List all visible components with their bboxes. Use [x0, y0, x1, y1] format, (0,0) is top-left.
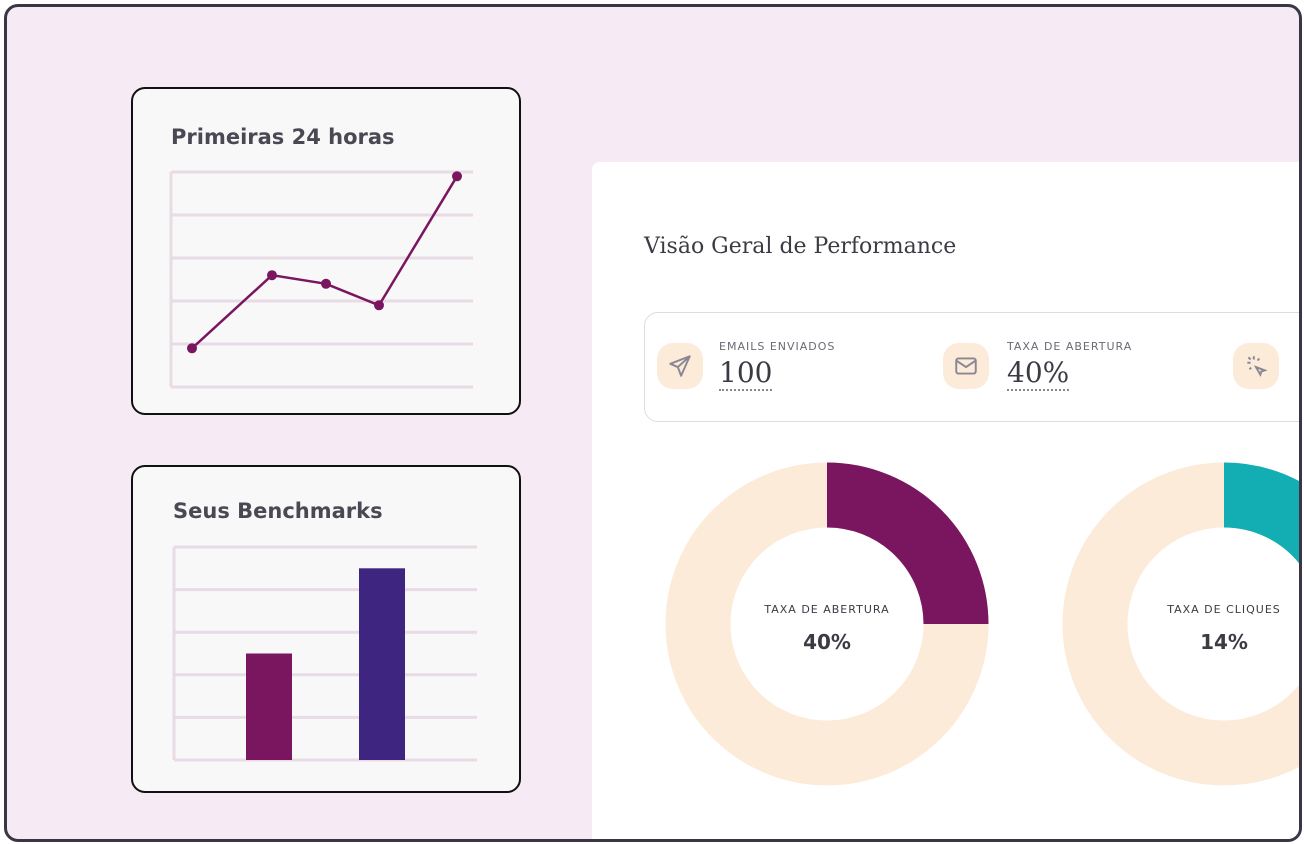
- bar-chart-title: Seus Benchmarks: [173, 499, 383, 523]
- data-point: [267, 270, 277, 281]
- donut-open-rate-value: 40%: [803, 630, 851, 654]
- donut-charts: [665, 462, 1299, 786]
- series-line: [191, 175, 459, 350]
- data-point: [321, 278, 331, 289]
- mail-icon: [943, 343, 989, 389]
- bar-chart-card: Seus Benchmarks: [131, 465, 521, 793]
- performance-panel: Visão Geral de Performance EMAILS ENVIAD…: [592, 162, 1299, 839]
- data-point: [452, 171, 462, 182]
- bar: [359, 568, 405, 760]
- stat-value[interactable]: 40%: [1007, 356, 1070, 391]
- frame: Primeiras 24 horas Seus Benchmarks Visão…: [4, 4, 1302, 842]
- data-point: [187, 343, 197, 354]
- line-chart-card: Primeiras 24 horas: [131, 87, 521, 415]
- donut-open-rate-label: TAXA DE ABERTURA: [764, 603, 890, 616]
- line-chart: [169, 170, 473, 389]
- bar: [246, 653, 292, 760]
- stats-bar: EMAILS ENVIADOS 100 TAXA DE ABERTURA 40%: [644, 312, 1299, 422]
- donut-arc: [826, 462, 989, 625]
- stat-label: TAXA DE ABERTURA: [1007, 340, 1133, 353]
- line-chart-title: Primeiras 24 horas: [171, 125, 395, 149]
- stat-label: EMAILS ENVIADOS: [719, 340, 836, 353]
- stat-value[interactable]: 100: [719, 356, 773, 391]
- donut-arc: [1222, 462, 1299, 564]
- send-icon: [657, 343, 703, 389]
- bar-chart: [172, 545, 477, 762]
- panel-title: Visão Geral de Performance: [644, 234, 957, 259]
- donut-click-rate-value: 14%: [1200, 630, 1248, 654]
- donut-click-rate-label: TAXA DE CLIQUES: [1167, 603, 1281, 616]
- data-point: [374, 300, 384, 311]
- cursor-click-icon: [1233, 343, 1279, 389]
